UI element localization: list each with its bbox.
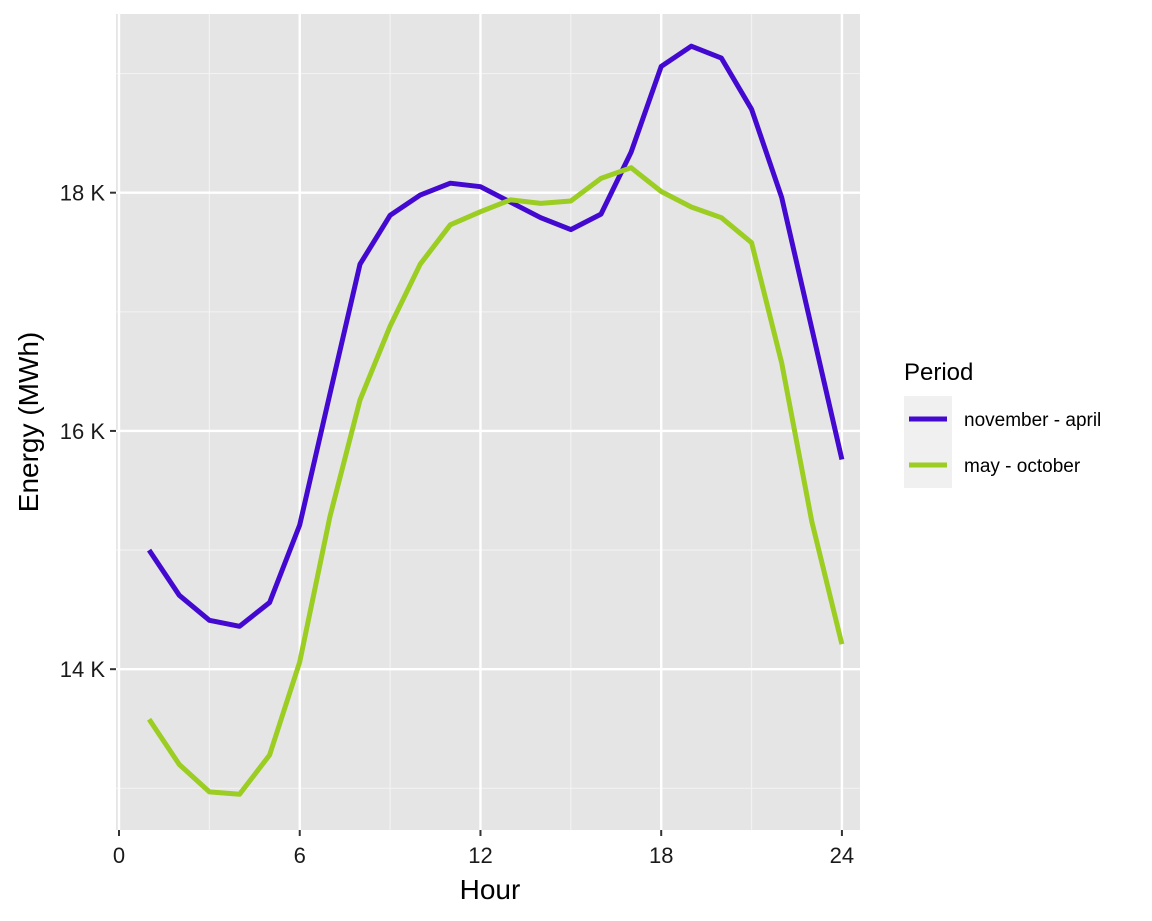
legend-title: Period (904, 359, 973, 386)
y-tick-label: 18 K (60, 181, 106, 206)
x-tick-label: 24 (830, 843, 854, 868)
minor-gridlines (116, 14, 860, 830)
panel-background (116, 14, 860, 830)
y-tick-label: 14 K (60, 657, 106, 682)
legend-label-may-october: may - october (964, 456, 1081, 477)
x-tick-label: 12 (468, 843, 492, 868)
x-axis-title: Hour (460, 874, 521, 905)
major-gridlines (116, 14, 860, 830)
x-tick-label: 0 (113, 843, 125, 868)
y-axis-title: Energy (MWh) (13, 332, 44, 512)
x-axis: 0 6 12 18 24 (113, 830, 854, 868)
x-tick-label: 18 (649, 843, 673, 868)
series-line-november-april (147, 43, 845, 629)
series-line-may-october (147, 165, 845, 797)
legend-key-background (904, 396, 952, 488)
series-lines (147, 43, 845, 797)
y-axis: 14 K 16 K 18 K (60, 181, 116, 682)
legend: Period november - april may - october (904, 359, 1101, 488)
x-tick-label: 6 (294, 843, 306, 868)
legend-label-november-april: november - april (964, 410, 1101, 431)
y-tick-label: 16 K (60, 419, 106, 444)
